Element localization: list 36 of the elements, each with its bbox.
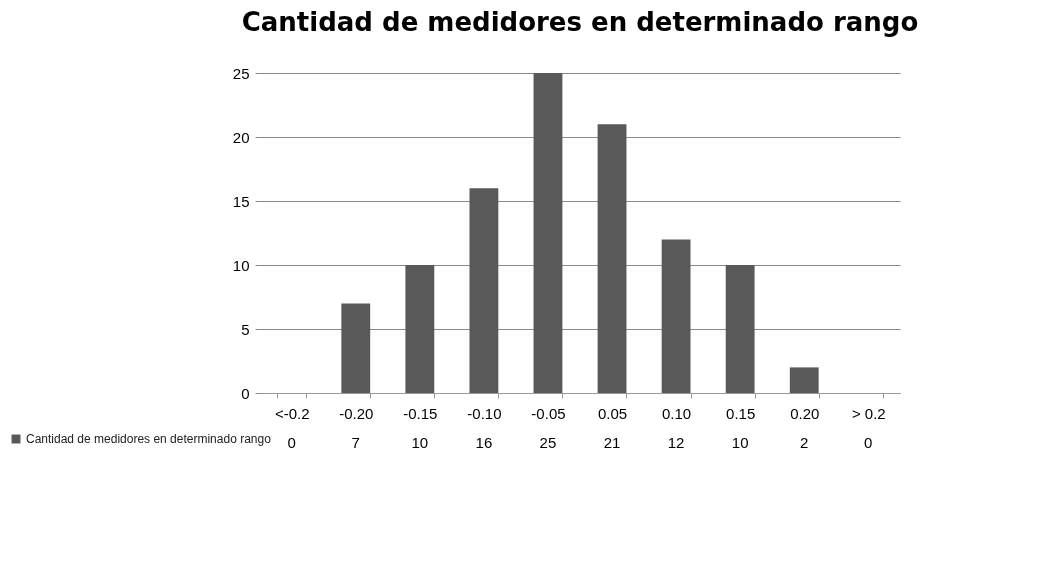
y-tick-label: 5: [241, 320, 250, 338]
data-label: 25: [539, 434, 557, 451]
bar: [725, 265, 755, 393]
y-tick-label: 15: [232, 192, 250, 210]
data-label: 0: [287, 434, 296, 451]
chart-title: Cantidad de medidores en determinado rango: [241, 7, 919, 37]
x-tick-label: -0.10: [467, 404, 502, 422]
bar: [405, 265, 435, 393]
bar: [661, 239, 691, 393]
y-tick-label: 25: [232, 64, 250, 82]
bar: [597, 124, 627, 393]
x-tick-label: 0.15: [726, 404, 756, 422]
x-tick-label: 0.10: [661, 404, 692, 422]
data-label: 10: [411, 434, 429, 451]
legend-label: Cantidad de medidores en determinado rango: [26, 432, 272, 446]
bar: [469, 188, 499, 393]
data-label: 2: [800, 434, 809, 451]
data-label: 7: [351, 434, 360, 451]
x-tick-label: <-0.2: [274, 404, 310, 422]
data-label: 12: [667, 434, 685, 451]
x-tick-label: 0.20: [790, 404, 820, 422]
x-tick-label: -0.15: [403, 404, 438, 422]
bar: [533, 73, 563, 393]
data-label: 16: [475, 434, 493, 451]
bar: [341, 303, 371, 393]
data-label: 21: [603, 434, 621, 451]
x-tick-label: > 0.2: [851, 404, 886, 422]
data-label: 10: [731, 434, 749, 451]
x-tick-label: -0.20: [339, 404, 374, 422]
y-tick-label: 0: [241, 384, 250, 402]
data-label: 0: [864, 434, 873, 451]
y-tick-label: 10: [232, 256, 250, 274]
x-tick-label: 0.05: [597, 404, 628, 422]
y-tick-label: 20: [232, 128, 250, 146]
x-tick-label: -0.05: [531, 404, 566, 422]
bar: [789, 367, 819, 393]
